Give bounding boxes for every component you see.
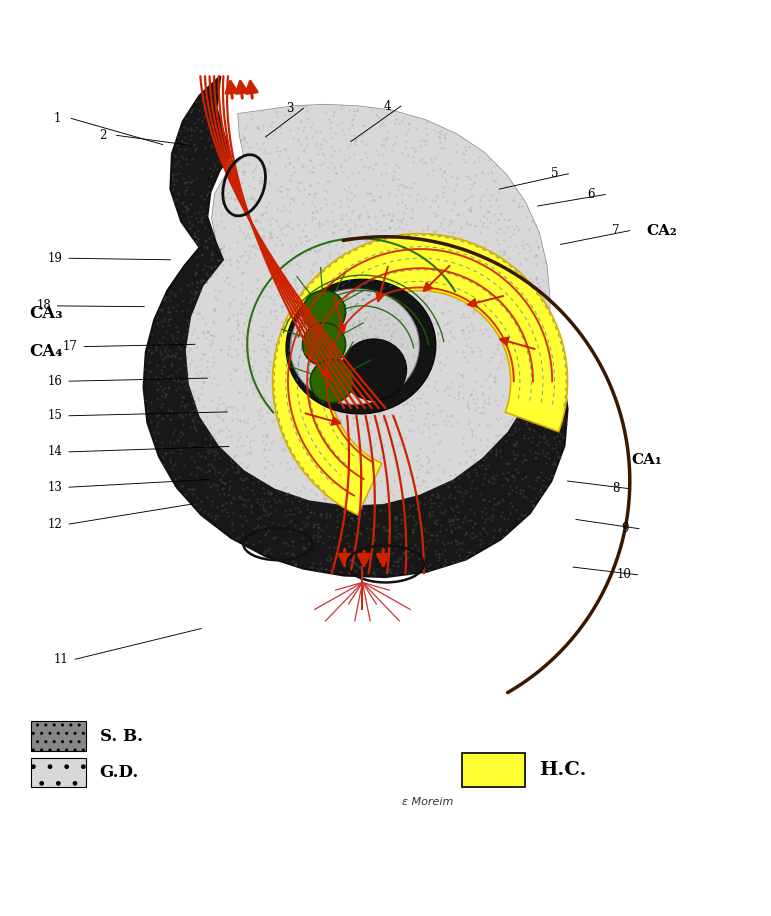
Circle shape — [302, 322, 345, 365]
Polygon shape — [186, 104, 550, 506]
Text: 9: 9 — [621, 522, 629, 535]
FancyBboxPatch shape — [31, 721, 86, 751]
Text: 1: 1 — [54, 112, 61, 125]
Text: 4: 4 — [383, 100, 391, 113]
Polygon shape — [273, 234, 567, 515]
Text: 3: 3 — [286, 102, 293, 115]
Text: 6: 6 — [588, 188, 595, 201]
Text: 2: 2 — [99, 129, 106, 142]
Text: CA₃: CA₃ — [29, 305, 62, 322]
Text: 10: 10 — [616, 568, 631, 582]
Text: CA₁: CA₁ — [631, 453, 662, 466]
FancyBboxPatch shape — [31, 758, 86, 787]
Text: ε Moreim: ε Moreim — [402, 797, 453, 807]
Text: CA₄: CA₄ — [29, 344, 62, 361]
Text: S. B.: S. B. — [99, 727, 143, 745]
Ellipse shape — [342, 339, 406, 400]
Ellipse shape — [286, 279, 436, 414]
Text: 18: 18 — [36, 300, 51, 312]
Text: 15: 15 — [48, 409, 62, 422]
Text: 19: 19 — [48, 252, 62, 265]
Text: 5: 5 — [550, 168, 558, 180]
Polygon shape — [186, 104, 550, 506]
Text: 16: 16 — [48, 375, 62, 387]
Text: 8: 8 — [612, 482, 620, 496]
Text: 11: 11 — [54, 653, 69, 666]
Circle shape — [310, 360, 353, 403]
Text: 7: 7 — [612, 224, 620, 237]
Text: 17: 17 — [63, 340, 78, 353]
Text: H.C.: H.C. — [539, 761, 587, 779]
Text: CA₂: CA₂ — [647, 224, 677, 237]
Polygon shape — [143, 76, 567, 577]
FancyBboxPatch shape — [463, 753, 525, 787]
Text: 12: 12 — [48, 518, 62, 530]
Circle shape — [302, 290, 345, 333]
Text: 14: 14 — [48, 445, 62, 458]
Text: 13: 13 — [48, 481, 62, 494]
Text: G.D.: G.D. — [99, 764, 139, 780]
Ellipse shape — [291, 289, 419, 404]
